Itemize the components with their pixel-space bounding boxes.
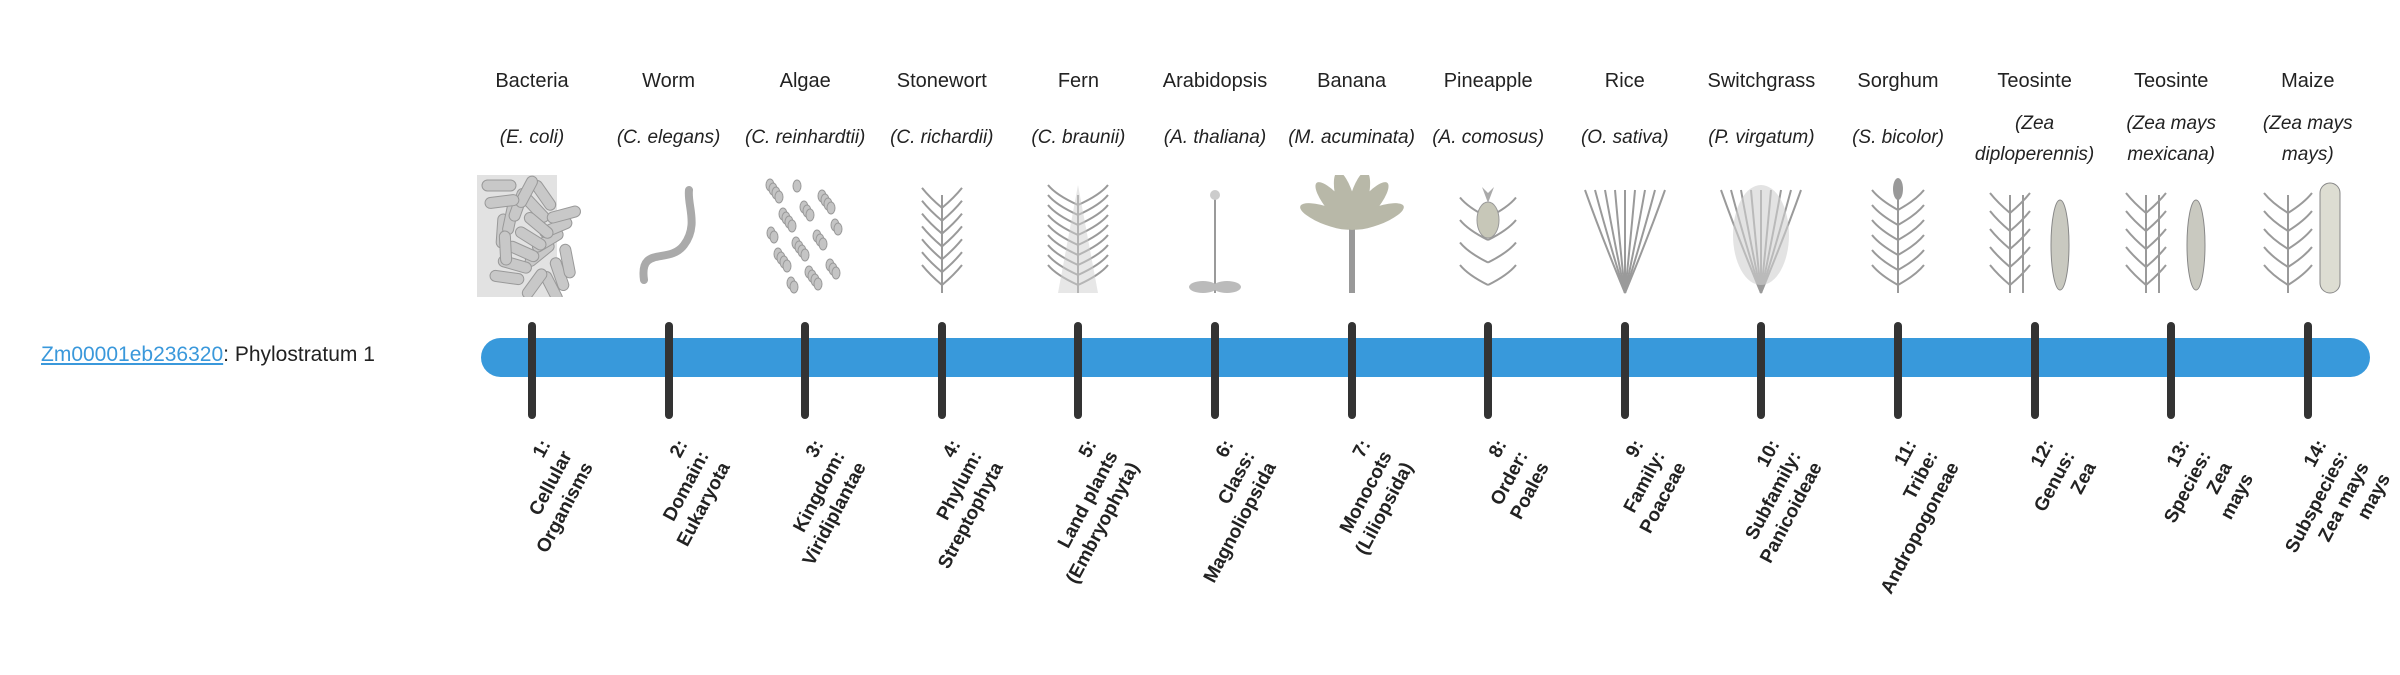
organism-scientific-name: (O. sativa) [1580, 127, 1669, 148]
organism-scientific-name: (E. coli) [499, 127, 565, 148]
stratum-tick [937, 322, 946, 419]
pineapple-illustration-icon [1428, 175, 1548, 297]
stratum-tick [664, 322, 673, 419]
organism-scientific-name: (Zea mays mays) [2262, 113, 2353, 165]
arabidopsis-illustration-icon [1155, 175, 1275, 297]
sorghum-illustration-icon [1838, 175, 1958, 297]
banana-illustration-icon [1292, 171, 1412, 297]
phylostratum-timeline-bar [481, 338, 2370, 377]
stratum-tick [2167, 322, 2176, 419]
stratum-tick [1484, 322, 1493, 419]
stratum-tick [1074, 322, 1083, 419]
organism-common-name: Arabidopsis [1162, 70, 1268, 92]
organism-common-name: Maize [2281, 70, 2335, 92]
organism-common-name: Stonewort [896, 70, 987, 92]
organism-scientific-name: (Zea mays mexicana) [2126, 113, 2217, 165]
organism-common-name: Teosinte [1997, 70, 2072, 92]
organism-common-name: Fern [1057, 70, 1099, 92]
stratum-tick [1620, 322, 1629, 419]
switchgrass-illustration-icon [1701, 175, 1821, 297]
stratum-tick [1894, 322, 1902, 419]
organism-common-name: Switchgrass [1707, 70, 1816, 92]
teosinte-illustration-icon [2111, 175, 2231, 297]
organism-common-name: Algae [779, 70, 831, 92]
organism-scientific-name: (A. thaliana) [1163, 127, 1267, 148]
phylostratum-text: : Phylostratum 1 [223, 343, 375, 366]
organism-scientific-name: (S. bicolor) [1852, 127, 1944, 148]
stratum-tick [801, 322, 810, 419]
organism-common-name: Pineapple [1443, 70, 1533, 92]
bacteria-illustration-icon [472, 175, 592, 304]
organism-scientific-name: (P. virgatum) [1708, 127, 1815, 148]
stratum-tick [1347, 322, 1356, 419]
organism-scientific-name: (M. acuminata) [1288, 127, 1415, 148]
organism-scientific-name: (C. braunii) [1031, 127, 1126, 148]
organism-common-name: Bacteria [495, 70, 569, 92]
organism-common-name: Worm [642, 70, 696, 92]
algae-illustration-icon [745, 175, 865, 297]
organism-common-name: Sorghum [1857, 70, 1939, 92]
organism-common-name: Rice [1604, 70, 1645, 92]
organism-common-name: Teosinte [2133, 70, 2209, 92]
fern-illustration-icon [1018, 175, 1138, 297]
rice-illustration-icon [1565, 175, 1685, 297]
stratum-tick [528, 322, 536, 419]
stratum-tick [1757, 322, 1766, 419]
stratum-tick [1211, 322, 1219, 419]
teosinte-illustration-icon [1975, 175, 2095, 297]
organism-scientific-name: (C. reinhardtii) [745, 127, 866, 148]
stonewort-illustration-icon [882, 175, 1002, 297]
organism-common-name: Banana [1317, 70, 1387, 92]
stratum-tick [2030, 322, 2039, 419]
organism-scientific-name: (C. richardii) [890, 127, 994, 148]
organism-scientific-name: (C. elegans) [616, 127, 721, 148]
gene-label: Zm00001eb236320: Phylostratum 1 [41, 340, 375, 370]
stratum-tick [2303, 322, 2312, 419]
gene-id-link[interactable]: Zm00001eb236320 [41, 343, 224, 366]
organism-scientific-name: (A. comosus) [1432, 127, 1545, 148]
worm-illustration-icon [609, 175, 729, 297]
maize-illustration-icon [2248, 175, 2368, 297]
organism-scientific-name: (Zea diploperennis) [1974, 113, 2095, 165]
